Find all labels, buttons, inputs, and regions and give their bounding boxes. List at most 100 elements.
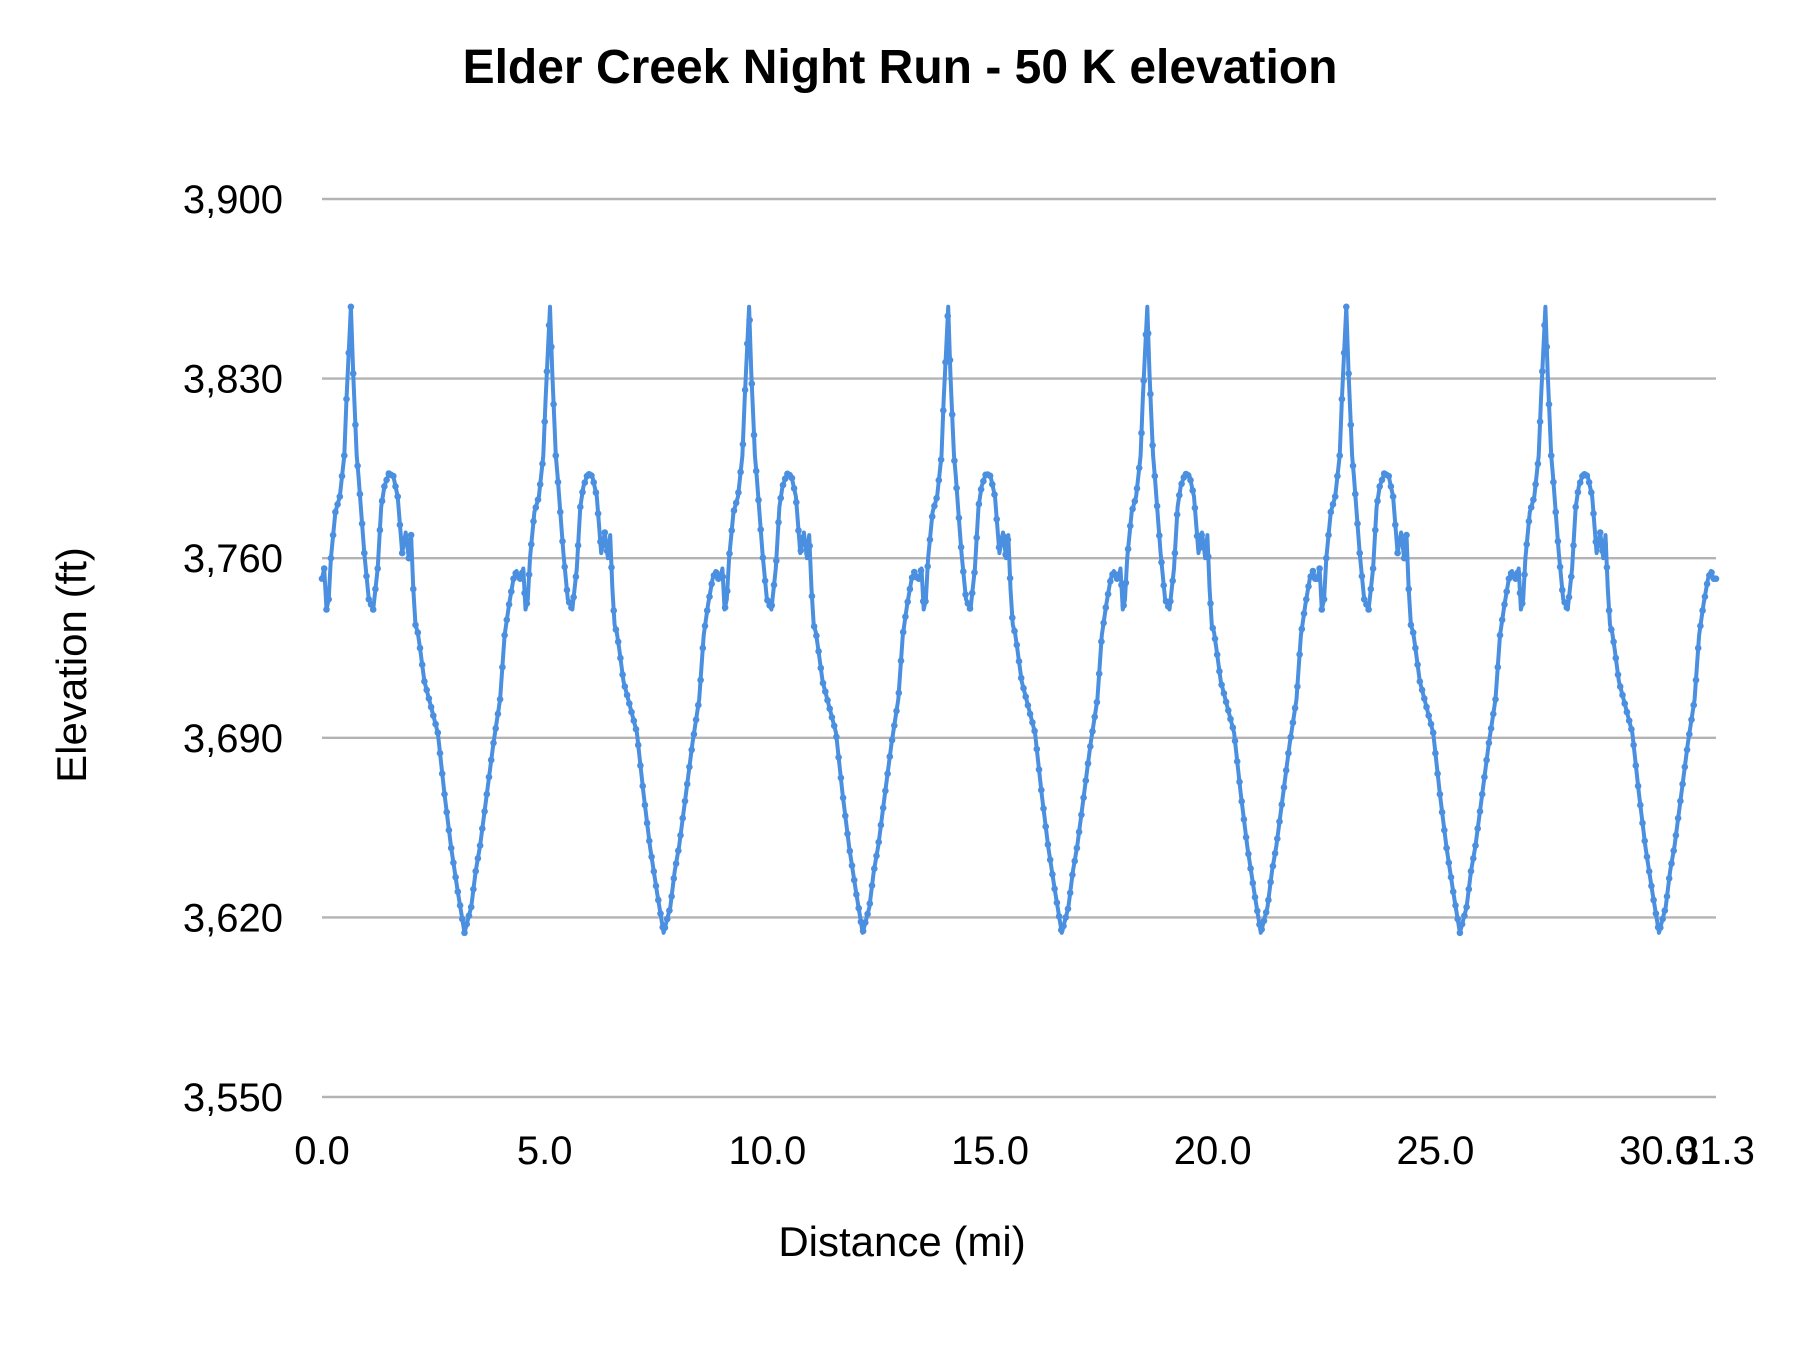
- data-point: [906, 585, 914, 593]
- data-point: [1670, 847, 1677, 854]
- data-point: [1478, 790, 1486, 798]
- data-point: [897, 657, 905, 665]
- data-point: [779, 481, 787, 489]
- data-point: [1262, 909, 1270, 916]
- data-point: [661, 924, 669, 931]
- data-point: [1303, 596, 1310, 603]
- data-point: [1563, 604, 1571, 611]
- data-point: [1559, 586, 1566, 594]
- data-point: [931, 502, 938, 510]
- data-point: [1438, 808, 1446, 816]
- data-point: [1222, 698, 1230, 706]
- data-point: [637, 762, 644, 769]
- data-point: [628, 708, 635, 716]
- data-point: [973, 534, 980, 541]
- data-point: [1098, 638, 1105, 645]
- data-point: [652, 882, 660, 890]
- data-point: [1209, 624, 1216, 632]
- x-tick-label: 0.0: [294, 1129, 350, 1173]
- data-point: [1191, 504, 1199, 512]
- data-point: [1516, 589, 1524, 597]
- data-point: [672, 860, 680, 867]
- data-point: [866, 900, 874, 907]
- data-point: [1091, 713, 1098, 721]
- data-point: [1015, 658, 1023, 665]
- data-point: [1026, 710, 1034, 718]
- data-point: [1681, 763, 1689, 771]
- data-point: [1590, 510, 1597, 517]
- data-point: [327, 554, 335, 562]
- data-point: [352, 421, 359, 429]
- data-point: [924, 563, 931, 570]
- data-point: [788, 474, 796, 482]
- data-point: [487, 756, 495, 764]
- data-point: [1127, 522, 1134, 530]
- data-point: [1596, 529, 1604, 536]
- data-point: [1318, 606, 1326, 613]
- data-point: [467, 903, 475, 911]
- data-point: [1539, 368, 1546, 375]
- data-point: [356, 490, 364, 498]
- data-point: [1672, 832, 1680, 839]
- data-point: [1100, 619, 1107, 627]
- data-point: [398, 549, 406, 557]
- data-point: [1585, 479, 1593, 486]
- data-point: [1394, 549, 1401, 557]
- data-point: [1305, 583, 1312, 590]
- data-point: [877, 821, 885, 829]
- data-point: [594, 510, 602, 517]
- data-point: [928, 513, 936, 520]
- data-point: [545, 321, 553, 329]
- data-point: [436, 749, 444, 757]
- data-point: [1147, 390, 1154, 398]
- data-point: [1254, 907, 1261, 915]
- data-point: [1211, 635, 1219, 643]
- data-point: [1149, 442, 1156, 449]
- data-point: [666, 907, 673, 914]
- data-point: [1160, 582, 1167, 589]
- data-point: [643, 819, 651, 827]
- data-point: [675, 847, 682, 854]
- data-point: [581, 479, 589, 486]
- data-point: [1267, 878, 1274, 886]
- data-point: [1075, 828, 1083, 836]
- data-point: [679, 814, 686, 822]
- data-point: [1427, 720, 1435, 728]
- data-point: [1445, 859, 1453, 866]
- data-point: [1512, 575, 1519, 582]
- data-point: [601, 529, 609, 536]
- elevation-series: [318, 303, 1720, 937]
- data-point: [850, 876, 858, 884]
- data-point: [1677, 797, 1684, 805]
- data-point: [1236, 778, 1243, 786]
- data-point: [790, 485, 798, 492]
- data-point: [933, 494, 940, 502]
- data-point: [1271, 850, 1279, 857]
- data-point: [403, 536, 410, 544]
- data-point: [354, 462, 361, 470]
- data-point: [855, 904, 862, 912]
- data-point: [456, 902, 464, 909]
- data-point: [367, 601, 375, 608]
- data-point: [822, 688, 829, 695]
- data-point: [1122, 579, 1130, 587]
- data-point: [879, 804, 887, 812]
- data-point: [1055, 913, 1063, 920]
- data-point: [572, 573, 580, 580]
- data-point: [1245, 850, 1252, 858]
- data-point: [376, 526, 384, 534]
- data-point: [846, 847, 854, 855]
- data-point: [646, 837, 653, 845]
- data-point: [1323, 554, 1330, 562]
- data-point: [1046, 856, 1054, 864]
- data-point: [1022, 693, 1029, 700]
- data-point: [521, 589, 528, 597]
- data-point: [1140, 377, 1147, 385]
- data-point: [481, 808, 488, 815]
- data-point: [621, 683, 629, 690]
- data-point: [1572, 503, 1579, 511]
- data-point: [1233, 758, 1241, 765]
- data-point: [528, 541, 535, 548]
- data-point: [875, 838, 882, 846]
- data-point: [1033, 745, 1041, 753]
